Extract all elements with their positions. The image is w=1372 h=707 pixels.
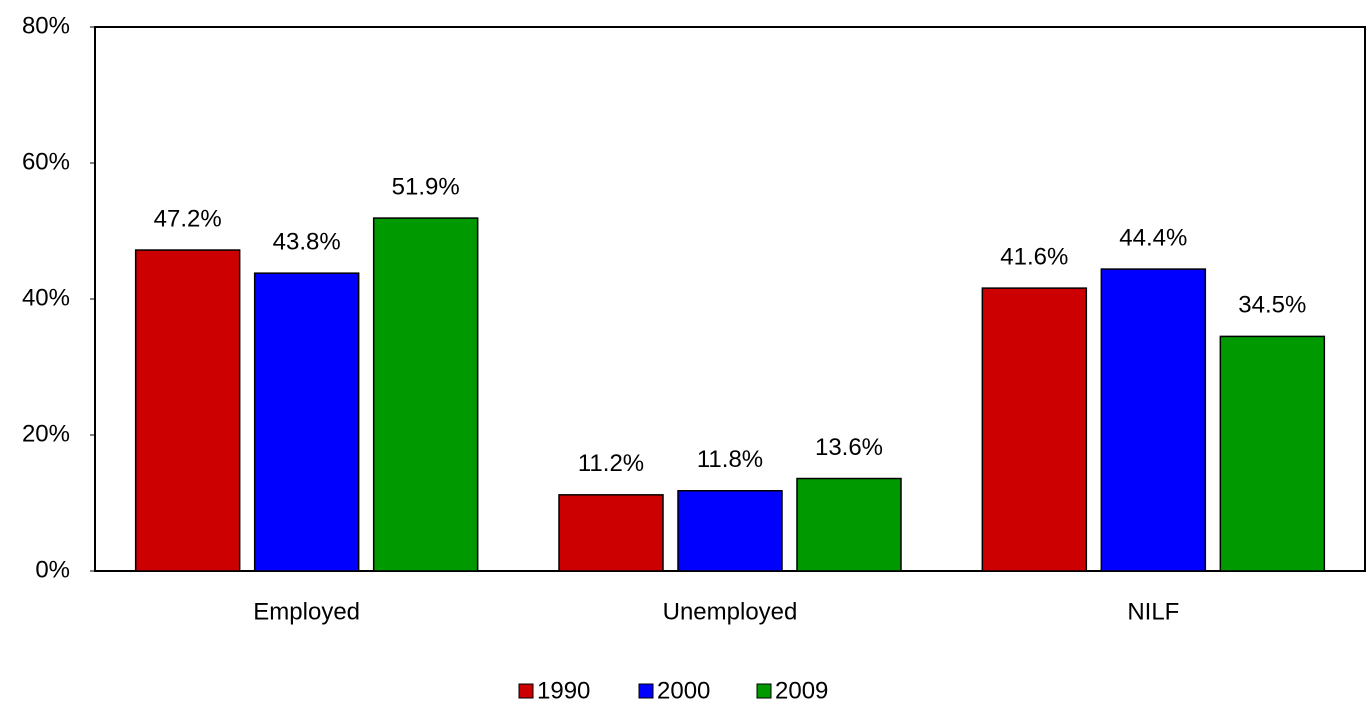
value-label: 11.2% [578,450,644,477]
bar [253,272,360,572]
x-tick-label: Employed [253,598,360,625]
legend-swatch [756,683,772,699]
y-tick-label: 20% [22,420,70,447]
value-label: 13.6% [815,434,883,461]
legend-label: 1990 [537,677,590,704]
x-tick-label: NILF [1127,598,1179,625]
value-label: 44.4% [1119,224,1187,251]
bar [796,477,902,572]
legend-label: 2000 [657,677,710,704]
value-label: 43.8% [273,229,341,256]
bar [1219,335,1326,572]
y-tick-label: 60% [22,148,70,175]
y-tick-label: 0% [35,556,70,583]
value-label: 47.2% [154,205,222,232]
y-tick-label: 40% [22,284,70,311]
bar [677,490,783,572]
bar [134,249,241,572]
value-label: 11.8% [697,446,763,473]
legend-label: 2009 [775,677,828,704]
value-label: 34.5% [1238,292,1306,319]
y-tick-label: 80% [22,12,70,39]
bar [1100,268,1207,572]
value-label: 41.6% [1000,243,1068,270]
legend-swatch [518,683,534,699]
bar [558,494,664,572]
x-tick-label: Unemployed [663,598,798,625]
legend-swatch [638,683,654,699]
value-label: 51.9% [392,173,460,200]
bar [981,287,1088,572]
bar [372,217,479,572]
